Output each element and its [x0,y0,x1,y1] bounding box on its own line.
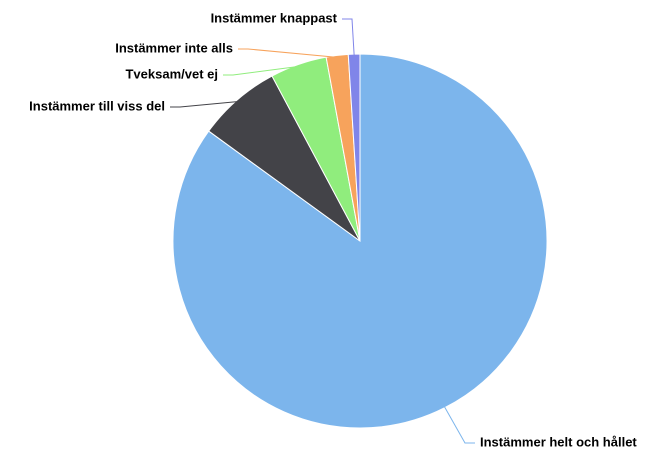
data-label: Instämmer inte alls [115,40,233,55]
data-label: Instämmer helt och hållet [480,434,637,449]
connector [223,65,300,76]
connector [443,405,475,444]
data-label: Instämmer till viss del [29,98,165,113]
data-label: Instämmer knappast [211,10,338,25]
data-label: Tveksam/vet ej [125,66,218,81]
connector [170,100,239,108]
connector [342,18,355,57]
connector [238,48,338,58]
